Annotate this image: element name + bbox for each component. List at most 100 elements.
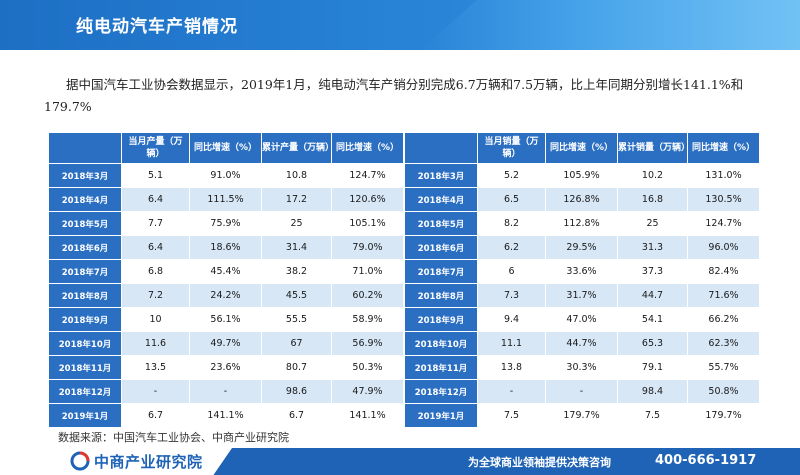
row-label-cell: 2018年10月 [404, 331, 478, 356]
table-cell: 120.6% [331, 187, 404, 212]
column-header: 同比增速（%） [687, 132, 760, 164]
table-cell: 7.7 [121, 211, 190, 236]
table-cell: 7.5 [477, 403, 546, 428]
table-cell: 91.0% [189, 163, 262, 188]
table-cell: 31.4 [261, 235, 332, 260]
table-cell: 71.0% [331, 259, 404, 284]
tables-container: 当月产量（万辆） 同比增速（%） 累计产量（万辆） 同比增速（%） 2018年3月 5.… [48, 132, 760, 428]
table-cell: 47.0% [545, 307, 618, 332]
table-cell: 50.3% [331, 355, 404, 380]
table-cell: 13.5 [121, 355, 190, 380]
column-header: 累计产量（万辆） [261, 132, 334, 164]
table-cell: 31.3 [617, 235, 688, 260]
table-row: 2018年10月 11.1 44.7% 65.3 62.3% [404, 331, 760, 356]
column-header: 累计销量（万辆） [617, 132, 690, 164]
table-cell: 56.9% [331, 331, 404, 356]
table-cell: 30.3% [545, 355, 618, 380]
table-cell: 65.3 [617, 331, 688, 356]
table-cell: 98.4 [617, 379, 688, 404]
table-cell: 58.9% [331, 307, 404, 332]
table-cell: - [121, 379, 190, 404]
table-cell: 49.7% [189, 331, 262, 356]
intro-paragraph: 据中国汽车工业协会数据显示，2019年1月，纯电动汽车产销分别完成6.7万辆和7… [44, 77, 744, 114]
table-row: 2018年4月 6.4 111.5% 17.2 120.6% [48, 187, 404, 212]
data-source-note: 数据来源：中国汽车工业协会、中商产业研究院 [58, 431, 289, 444]
row-label-cell: 2018年3月 [404, 163, 478, 188]
table-cell: 179.7% [545, 403, 618, 428]
table-cell: 29.5% [545, 235, 618, 260]
table-cell: 98.6 [261, 379, 332, 404]
table-cell: 33.6% [545, 259, 618, 284]
table-cell: 80.7 [261, 355, 332, 380]
table-row: 2018年8月 7.3 31.7% 44.7 71.6% [404, 283, 760, 308]
header-cell-blank [48, 132, 122, 164]
table-cell: 54.1 [617, 307, 688, 332]
table-cell: 79.0% [331, 235, 404, 260]
row-label-cell: 2018年9月 [404, 307, 478, 332]
table-cell: 6.4 [121, 235, 190, 260]
table-header-row: 当月产量（万辆） 同比增速（%） 累计产量（万辆） 同比增速（%） [48, 132, 404, 164]
table-cell: 5.2 [477, 163, 546, 188]
table-row: 2019年1月 6.7 141.1% 6.7 141.1% [48, 403, 404, 428]
table-cell: 96.0% [687, 235, 760, 260]
row-label-cell: 2018年6月 [48, 235, 122, 260]
table-cell: 124.7% [331, 163, 404, 188]
table-cell: 23.6% [189, 355, 262, 380]
table-cell: 124.7% [687, 211, 760, 236]
row-label-cell: 2018年8月 [48, 283, 122, 308]
table-row: 2018年7月 6 33.6% 37.3 82.4% [404, 259, 760, 284]
table-cell: 8.2 [477, 211, 546, 236]
footer-logo-panel [0, 448, 232, 475]
table-row: 2019年1月 7.5 179.7% 7.5 179.7% [404, 403, 760, 428]
column-header: 同比增速（%） [189, 132, 262, 164]
column-header: 当月产量（万辆） [121, 132, 190, 164]
table-row: 2018年11月 13.8 30.3% 79.1 55.7% [404, 355, 760, 380]
table-cell: 10 [121, 307, 190, 332]
table-cell: 112.8% [545, 211, 618, 236]
table-cell: - [189, 379, 262, 404]
table-cell: 60.2% [331, 283, 404, 308]
table-row: 2018年11月 13.5 23.6% 80.7 50.3% [48, 355, 404, 380]
table-cell: 11.1 [477, 331, 546, 356]
row-label-cell: 2018年11月 [404, 355, 478, 380]
table-cell: 7.5 [617, 403, 688, 428]
footer-slogan: 为全球商业领袖提供决策咨询 [468, 456, 611, 469]
column-header: 当月销量（万辆） [477, 132, 546, 164]
table-cell: 45.4% [189, 259, 262, 284]
table-row: 2018年6月 6.4 18.6% 31.4 79.0% [48, 235, 404, 260]
table-row: 2018年12月 - -98.4 50.8% [404, 379, 760, 404]
row-label-cell: 2018年7月 [48, 259, 122, 284]
column-header: 同比增速（%） [331, 132, 404, 164]
table-cell: 37.3 [617, 259, 688, 284]
table-cell: 16.8 [617, 187, 688, 212]
table-cell: 56.1% [189, 307, 262, 332]
table-row: 2018年9月 9.4 47.0% 54.1 66.2% [404, 307, 760, 332]
table-cell: - [545, 379, 618, 404]
table-cell: 130.5% [687, 187, 760, 212]
company-logo-icon [70, 451, 90, 471]
footer-phone: 400-666-1917 [655, 453, 757, 468]
table-row: 2018年4月 6.5 126.8% 16.8 130.5% [404, 187, 760, 212]
table-cell: 6.5 [477, 187, 546, 212]
table-cell: 10.2 [617, 163, 688, 188]
row-label-cell: 2018年5月 [48, 211, 122, 236]
row-label-cell: 2018年10月 [48, 331, 122, 356]
table-cell: 105.9% [545, 163, 618, 188]
row-label-cell: 2018年11月 [48, 355, 122, 380]
table-cell: 11.6 [121, 331, 190, 356]
table-cell: 67 [261, 331, 332, 356]
table-cell: 6.4 [121, 187, 190, 212]
table-cell: 7.2 [121, 283, 190, 308]
table-cell: 111.5% [189, 187, 262, 212]
table-row: 2018年12月 - -98.6 47.9% [48, 379, 404, 404]
table-cell: 71.6% [687, 283, 760, 308]
table-cell: 47.9% [331, 379, 404, 404]
company-logo-text: 中商产业研究院 [94, 453, 203, 471]
table-cell: 44.7% [545, 331, 618, 356]
table-cell: 9.4 [477, 307, 546, 332]
table-cell: 17.2 [261, 187, 332, 212]
row-label-cell: 2018年6月 [404, 235, 478, 260]
table-cell: 6.7 [261, 403, 332, 428]
table-cell: 31.7% [545, 283, 618, 308]
row-label-cell: 2018年5月 [404, 211, 478, 236]
